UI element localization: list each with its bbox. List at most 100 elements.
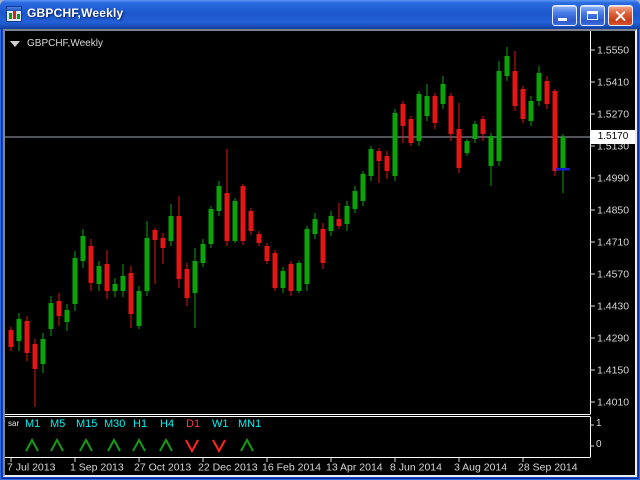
candle-body bbox=[536, 73, 542, 101]
candle-body bbox=[360, 174, 366, 201]
candle-body bbox=[176, 216, 182, 279]
indicator-scale-bottom[interactable]: 0 bbox=[596, 439, 602, 450]
signal-arrow-m15 bbox=[79, 437, 93, 452]
date-tick-label[interactable]: 28 Sep 2014 bbox=[518, 462, 578, 474]
candle-body bbox=[560, 137, 566, 169]
candle-body bbox=[184, 269, 190, 298]
indicator-scale-top[interactable]: 1 bbox=[596, 418, 602, 429]
titlebar[interactable]: GBPCHF,Weekly bbox=[0, 0, 640, 29]
signal-arrow-d1 bbox=[185, 439, 199, 454]
date-tick-label[interactable]: 16 Feb 2014 bbox=[262, 462, 321, 474]
price-tick-label[interactable]: 1.4850 bbox=[597, 205, 629, 217]
price-tick-label[interactable]: 1.4010 bbox=[597, 397, 629, 409]
minimize-button[interactable] bbox=[552, 5, 577, 26]
maximize-button[interactable] bbox=[580, 5, 605, 26]
candle-body bbox=[472, 124, 478, 139]
window-controls bbox=[552, 5, 633, 26]
candle-body bbox=[344, 206, 350, 224]
candlestick-chart[interactable]: 1.55501.54101.52701.51301.49901.48501.47… bbox=[5, 31, 635, 475]
candle-body bbox=[192, 261, 198, 293]
candle-body bbox=[528, 101, 534, 121]
timeframe-label-mn1[interactable]: MN1 bbox=[238, 418, 262, 430]
timeframe-label-m30[interactable]: M30 bbox=[104, 418, 126, 430]
signal-arrow-mn1 bbox=[240, 437, 254, 452]
dropdown-triangle-icon bbox=[10, 41, 20, 47]
candle-body bbox=[384, 156, 390, 171]
candle-body bbox=[112, 284, 118, 291]
candle-body bbox=[424, 96, 430, 116]
candle-body bbox=[352, 191, 358, 209]
price-tick-label[interactable]: 1.4150 bbox=[597, 365, 629, 377]
candle-body bbox=[448, 96, 454, 134]
candle-body bbox=[464, 141, 470, 153]
minimize-icon bbox=[558, 18, 567, 21]
price-tick-label[interactable]: 1.4290 bbox=[597, 333, 629, 345]
candle-body bbox=[24, 321, 30, 353]
candle-body bbox=[48, 303, 54, 329]
price-tick-label[interactable]: 1.5550 bbox=[597, 45, 629, 57]
candle-body bbox=[280, 271, 286, 288]
price-tick-label[interactable]: 1.5270 bbox=[597, 109, 629, 121]
price-tick-label[interactable]: 1.4990 bbox=[597, 173, 629, 185]
candle-body bbox=[440, 84, 446, 104]
candle-body bbox=[520, 89, 526, 119]
candle-body bbox=[392, 113, 398, 176]
last-close-marker bbox=[556, 168, 570, 171]
price-tick-label[interactable]: 1.4570 bbox=[597, 269, 629, 281]
price-tick-label[interactable]: 1.5410 bbox=[597, 77, 629, 89]
date-tick-label[interactable]: 27 Oct 2013 bbox=[134, 462, 191, 474]
close-icon bbox=[609, 6, 632, 25]
timeframe-label-w1[interactable]: W1 bbox=[212, 418, 229, 430]
candle-body bbox=[480, 119, 486, 134]
candle-body bbox=[456, 129, 462, 168]
date-tick-label[interactable]: 13 Apr 2014 bbox=[326, 462, 383, 474]
timeframe-label-m5[interactable]: M5 bbox=[50, 418, 66, 430]
candle-body bbox=[264, 246, 270, 261]
candle-body bbox=[552, 91, 558, 171]
price-tick-label[interactable]: 1.4710 bbox=[597, 237, 629, 249]
chart-window-icon bbox=[6, 6, 22, 22]
candle-body bbox=[72, 258, 78, 304]
date-tick-label[interactable]: 7 Jul 2013 bbox=[7, 462, 56, 474]
candle-body bbox=[160, 238, 166, 248]
chart-symbol-label: GBPCHF,Weekly bbox=[10, 38, 103, 49]
candle-body bbox=[240, 186, 246, 241]
timeframe-label-m15[interactable]: M15 bbox=[76, 418, 98, 430]
candle-body bbox=[304, 229, 310, 284]
candle-body bbox=[208, 209, 214, 244]
candle-body bbox=[120, 276, 126, 291]
signal-arrow-h4 bbox=[159, 437, 173, 452]
candle-body bbox=[232, 201, 238, 241]
candle-body bbox=[312, 219, 318, 234]
candle-body bbox=[152, 230, 158, 240]
icon-candle-green2 bbox=[17, 14, 20, 19]
timeframe-label-h4[interactable]: H4 bbox=[160, 418, 175, 430]
candle-body bbox=[488, 136, 494, 166]
timeframe-label-m1[interactable]: M1 bbox=[25, 418, 41, 430]
close-button[interactable] bbox=[608, 5, 633, 26]
candle-body bbox=[504, 56, 510, 76]
price-tick-label[interactable]: 1.4430 bbox=[597, 301, 629, 313]
candle-body bbox=[128, 273, 134, 314]
candle-body bbox=[32, 344, 38, 369]
timeframe-label-d1[interactable]: D1 bbox=[186, 418, 201, 430]
icon-titlebar-stripe bbox=[7, 7, 21, 11]
signal-arrow-h1 bbox=[132, 437, 146, 452]
candle-body bbox=[168, 216, 174, 241]
candle-body bbox=[320, 229, 326, 263]
date-tick-label[interactable]: 8 Jun 2014 bbox=[390, 462, 442, 474]
date-tick-label[interactable]: 1 Sep 2013 bbox=[70, 462, 124, 474]
date-tick-label[interactable]: 3 Aug 2014 bbox=[454, 462, 507, 474]
timeframe-row: M1 M5 M15 M30 H1 H4 D1 W1 MN1 bbox=[5, 418, 635, 432]
candle-body bbox=[496, 71, 502, 161]
date-tick-label[interactable]: 22 Dec 2013 bbox=[198, 462, 258, 474]
candle-body bbox=[248, 211, 254, 231]
timeframe-label-h1[interactable]: H1 bbox=[133, 418, 148, 430]
maximize-icon bbox=[587, 11, 598, 20]
indicator-name-label: sar bbox=[8, 419, 20, 428]
candle-body bbox=[376, 151, 382, 161]
candle-body bbox=[80, 236, 86, 261]
icon-candle-green bbox=[9, 13, 12, 19]
candle-body bbox=[136, 291, 142, 326]
